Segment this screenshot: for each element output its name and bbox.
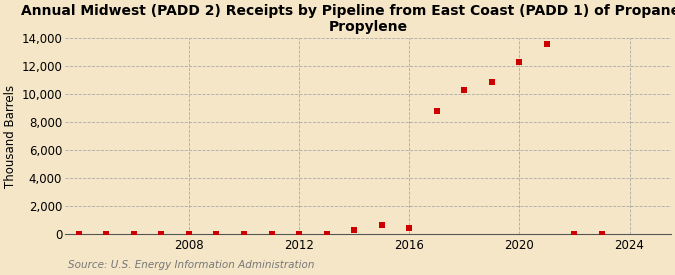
Y-axis label: Thousand Barrels: Thousand Barrels xyxy=(4,85,17,188)
Title: Annual Midwest (PADD 2) Receipts by Pipeline from East Coast (PADD 1) of Propane: Annual Midwest (PADD 2) Receipts by Pipe… xyxy=(22,4,675,34)
Point xyxy=(101,232,111,236)
Point xyxy=(238,232,249,236)
Point xyxy=(156,232,167,236)
Point xyxy=(541,42,552,46)
Point xyxy=(349,228,360,233)
Point xyxy=(459,88,470,92)
Text: Source: U.S. Energy Information Administration: Source: U.S. Energy Information Administ… xyxy=(68,260,314,270)
Point xyxy=(376,222,387,227)
Point xyxy=(487,79,497,84)
Point xyxy=(294,232,304,236)
Point xyxy=(431,109,442,113)
Point xyxy=(514,60,524,64)
Point xyxy=(266,232,277,236)
Point xyxy=(184,232,194,236)
Point xyxy=(46,232,57,236)
Point xyxy=(18,232,29,236)
Point xyxy=(569,232,580,236)
Point xyxy=(128,232,139,236)
Point xyxy=(597,232,608,236)
Point xyxy=(0,232,1,236)
Point xyxy=(211,232,222,236)
Point xyxy=(321,232,332,236)
Point xyxy=(404,226,414,230)
Point xyxy=(74,232,84,236)
